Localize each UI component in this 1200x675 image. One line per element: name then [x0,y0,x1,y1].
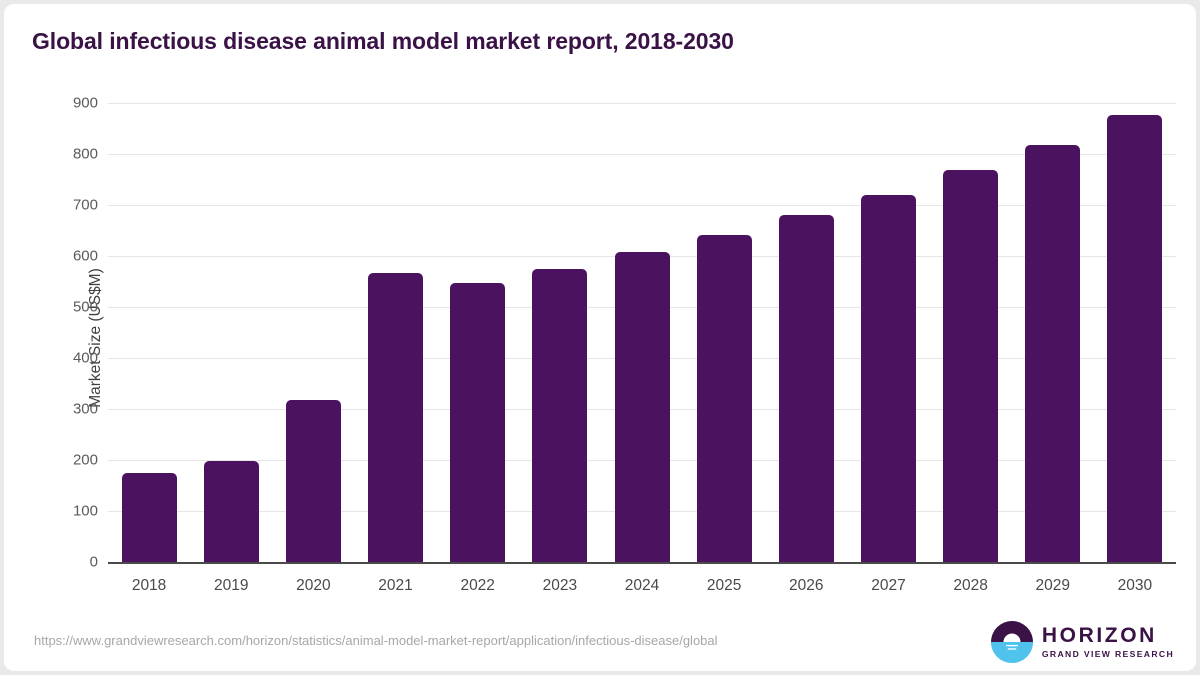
bar-2023[interactable] [532,268,588,562]
y-axis-tick-label: 200 [72,451,98,469]
x-axis-line [108,562,1176,564]
y-axis-title: Market Size (US$M) [86,267,104,408]
source-url[interactable]: https://www.grandviewresearch.com/horizo… [34,633,718,648]
bar-2025[interactable] [696,235,752,562]
bar-2022[interactable] [450,283,506,562]
y-axis-tick-label: 900 [72,94,98,112]
x-axis-tick-label: 2027 [871,577,906,594]
y-axis-tick-label: 300 [72,400,98,418]
gridline [108,103,1176,104]
plot-area: 0 100 200 300 400 500 600 700 800 900 2018 2019 202… [73,95,1176,594]
bar-2021[interactable] [368,272,424,562]
bar-2018[interactable] [121,472,177,562]
x-axis-tick-label: 2023 [542,577,578,594]
x-axis-tick-label: 2019 [213,577,249,594]
logo-tagline: GRAND VIEW RESEARCH [1041,649,1174,660]
bar-2029[interactable] [1025,144,1081,562]
x-axis-tick-label: 2021 [378,577,413,594]
bar-2020[interactable] [285,400,341,562]
horizon-sun-circle-icon [990,621,1033,663]
bar-2027[interactable] [860,194,916,562]
y-axis-tick-label: 600 [72,247,98,265]
y-axis-tick-label: 500 [72,298,98,316]
gridline [108,154,1176,155]
bar-2030[interactable] [1107,114,1163,562]
horizon-logo: HORIZON GRAND VIEW RESEARCH [990,619,1174,665]
x-axis-tick-label: 2024 [624,577,660,594]
x-axis-tick-label: 2018 [131,577,167,594]
x-axis-tick-label: 2030 [1117,577,1153,594]
logo-wordmark: HORIZON [1041,624,1157,648]
y-axis-tick-label: 0 [89,553,98,571]
x-axis-tick-label: 2029 [1035,577,1071,594]
x-axis-tick-label: 2028 [953,577,988,594]
bar-2024[interactable] [614,252,670,562]
logo-text: HORIZON GRAND VIEW RESEARCH [1042,625,1174,659]
bar-2028[interactable] [943,170,999,562]
chart-card: Global infectious disease animal model m… [4,4,1196,671]
gridline [108,205,1176,206]
x-axis-tick-label: 2026 [789,577,824,594]
y-axis-tick-label: 100 [72,502,98,520]
y-axis-tick-label: 800 [72,145,98,163]
y-axis-tick-label: 400 [72,349,98,367]
x-axis-tick-label: 2020 [296,577,331,594]
y-axis-tick-label: 700 [72,196,98,214]
x-axis-tick-label: 2022 [460,577,495,594]
page-title: Global infectious disease animal model m… [32,28,734,54]
x-axis-tick-label: 2025 [706,577,742,594]
bar-2026[interactable] [778,215,834,562]
bar-2019[interactable] [203,461,259,562]
